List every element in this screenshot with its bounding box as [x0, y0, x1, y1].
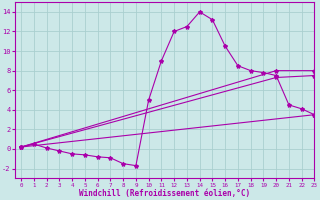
X-axis label: Windchill (Refroidissement éolien,°C): Windchill (Refroidissement éolien,°C)	[79, 189, 250, 198]
